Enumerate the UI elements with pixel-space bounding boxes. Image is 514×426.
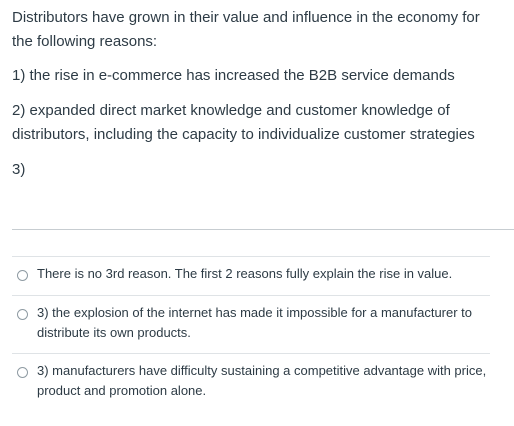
question-reason-2: 2) expanded direct market knowledge and … [12,102,475,143]
answer-label: 3) manufacturers have difficulty sustain… [37,363,487,398]
question-intro: Distributors have grown in their value a… [12,9,480,50]
radio-button-icon[interactable] [17,367,28,378]
answer-list: There is no 3rd reason. The first 2 reas… [12,256,490,411]
answer-label: There is no 3rd reason. The first 2 reas… [37,266,453,281]
answer-option-3[interactable]: 3) manufacturers have difficulty sustain… [12,353,490,411]
answer-option-1[interactable]: There is no 3rd reason. The first 2 reas… [12,256,490,295]
radio-button-icon[interactable] [17,270,28,281]
blank-line-divider [12,229,514,230]
answer-label: 3) the explosion of the internet has mad… [37,305,473,340]
answer-option-2[interactable]: 3) the explosion of the internet has mad… [12,295,490,353]
question-reason-1: 1) the rise in e-commerce has increased … [12,67,455,84]
question-text: Distributors have grown in their value a… [12,6,502,193]
question-reason-3: 3) [12,161,26,178]
radio-button-icon[interactable] [17,309,28,320]
